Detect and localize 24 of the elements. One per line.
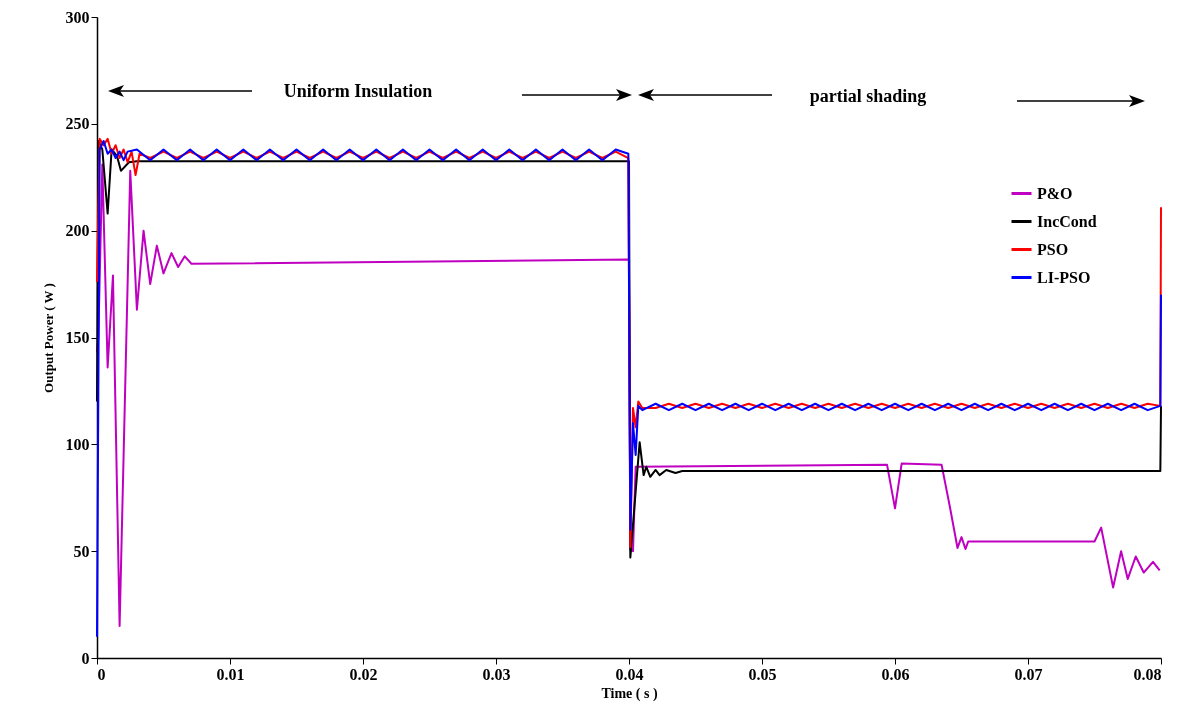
y-tick-label: 100	[65, 435, 90, 453]
y-tick-label: 200	[65, 222, 90, 240]
y-tick-label: 50	[73, 542, 90, 560]
x-tick-label: 0.06	[881, 665, 910, 683]
x-tick-label: 0.05	[748, 665, 777, 683]
y-tick-label: 250	[65, 115, 90, 133]
x-tick-label: 0.01	[216, 665, 245, 683]
legend-label: IncCond	[1037, 212, 1097, 230]
y-tick-label: 0	[81, 649, 90, 667]
legend-label: P&O	[1037, 184, 1073, 202]
y-axis-title: Output Power ( W )	[40, 283, 56, 393]
legend-label: PSO	[1037, 240, 1069, 258]
x-tick-label: 0.08	[1133, 665, 1162, 683]
x-axis-title: Time ( s )	[601, 685, 658, 702]
y-tick-label: 300	[65, 8, 90, 26]
legend-label: LI-PSO	[1037, 268, 1091, 286]
x-tick-label: 0	[97, 665, 106, 683]
annotation: partial shading	[809, 86, 927, 106]
x-tick-label: 0.07	[1014, 665, 1043, 683]
y-tick-label: 150	[65, 329, 90, 346]
x-tick-label: 0.04	[615, 665, 644, 683]
annotation: Uniform Insulation	[283, 81, 433, 101]
x-tick-label: 0.02	[349, 665, 378, 683]
x-tick-label: 0.03	[482, 665, 511, 683]
